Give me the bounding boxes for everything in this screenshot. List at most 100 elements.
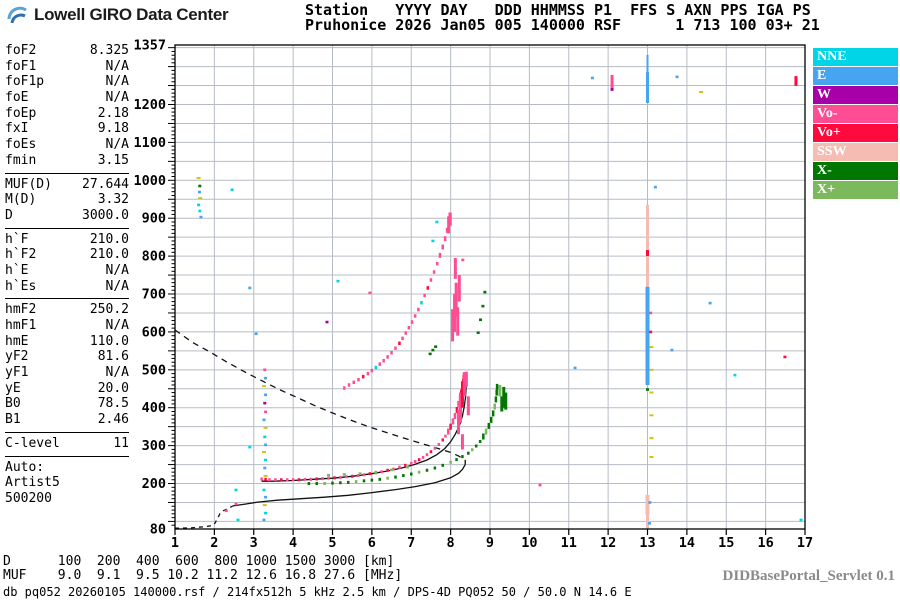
param-label: yE [5,380,21,396]
param-row-yE: yE 20.0 [5,381,129,397]
param-row-foF1p: foF1p N/A [5,74,129,90]
param-value: 8.325 [89,43,129,58]
param-label: h`Es [5,278,37,294]
distance-row: D 100 200 400 600 800 1000 1500 3000 [km… [3,554,395,569]
param-row-hmE: hmE 110.0 [5,334,129,350]
x-tick-label-16: 16 [757,535,773,551]
legend-item-vo-: Vo- [813,105,898,123]
y-tick-label-300: 300 [142,438,166,454]
x-tick-label-17: 17 [797,535,813,551]
y-tick-label-700: 700 [142,287,166,303]
param-section: h`F 210.0 h`F2 210.0 h`E N/A h`Es N/A [5,227,129,299]
parameter-panel: foF2 8.325 foF1 N/A foF1p N/A foE N/A foEp 2.18 fx… [5,40,129,511]
param-value: 2.46 [97,412,129,428]
param-value: 9.18 [97,121,129,137]
param-row-foEp: foEp 2.18 [5,106,129,122]
legend-item-vo+: Vo+ [813,124,898,142]
x-tick-label-1: 1 [171,535,179,551]
param-label: foEp [5,105,37,121]
param-label: B0 [5,396,21,412]
servlet-version-label: DIDBasePortal_Servlet 0.1 [722,568,895,584]
x-tick-label-2: 2 [210,535,218,551]
param-row-h`F: h`F 210.0 [5,232,129,248]
param-row-foF1: foF1 N/A [5,59,129,75]
param-label: B1 [5,412,21,428]
param-label: foF1 [5,58,37,74]
param-label: yF2 [5,349,29,365]
autoscaler-line: Artist5 [5,475,60,491]
status-line: db pq052 20260105 140000.rsf / 214fx512h… [3,585,632,599]
param-row-C-level: C-level 11 [5,436,129,452]
param-label: foF1p [5,74,45,90]
param-value: 3.32 [97,192,129,208]
param-label: foEs [5,137,37,153]
param-section: hmF2 250.2 hmF1 N/A hmE 110.0 yF2 81.6 yF1 N/A yE 2… [5,298,129,432]
param-label: foE [5,90,29,106]
param-row-fmin: fmin 3.15 [5,153,129,169]
y-tick-label-1200: 1200 [133,97,166,113]
x-tick-label-10: 10 [521,535,537,551]
station-header-values: Pruhonice 2026 Jan05 005 140000 RSF 1 71… [305,15,820,34]
logo-text: Lowell GIRO Data Center [34,5,229,24]
param-label: D [5,207,13,223]
legend-item-nne: NNE [813,48,898,66]
param-value: 78.5 [97,396,129,412]
param-section: foF2 8.325 foF1 N/A foF1p N/A foE N/A foEp 2.18 fx… [5,40,129,173]
legend-item-x-: X- [813,162,898,180]
distance-muf-table: D 100 200 400 600 800 1000 1500 3000 [km… [3,554,403,584]
x-tick-label-13: 13 [639,535,655,551]
param-value: N/A [105,74,129,90]
param-value: N/A [105,58,129,74]
param-row-foE: foE N/A [5,90,129,106]
param-value: N/A [105,318,129,333]
y-tick-label-1000: 1000 [133,173,166,189]
x-tick-label-8: 8 [447,535,455,551]
param-row-MUF(D): MUF(D) 27.644 [5,177,129,193]
param-value: N/A [105,137,129,153]
y-tick-label-600: 600 [142,324,166,340]
param-label: M(D) [5,192,37,208]
param-value: 3.15 [97,152,129,168]
station-header: Station YYYY DAY DDD HHMMSS P1 FFS S AXN… [305,3,820,32]
param-row-foF2: foF2 8.325 [5,43,129,59]
param-value: 11 [113,435,129,451]
param-label: fmin [5,152,37,168]
param-value: N/A [105,90,129,106]
param-row-D: D 3000.0 [5,208,129,224]
param-row-h`E: h`E N/A [5,263,129,279]
param-row-B1: B1 2.46 [5,412,129,428]
param-section: MUF(D) 27.644 M(D) 3.32 D 3000.0 [5,172,129,228]
param-value: 2.18 [97,105,129,121]
legend-item-x+: X+ [813,181,898,199]
param-label: hmE [5,333,29,349]
x-tick-label-12: 12 [600,535,616,551]
param-label: h`F2 [5,247,37,263]
param-value: 110.0 [89,333,129,349]
param-row-h`F2: h`F2 210.0 [5,247,129,263]
param-value: 20.0 [97,380,129,396]
y-tick-label-1100: 1100 [133,135,166,151]
param-label: h`E [5,262,29,278]
x-tick-label-6: 6 [368,535,376,551]
param-label: foF2 [5,43,37,58]
legend-item-w: W [813,86,898,104]
x-tick-label-14: 14 [679,535,695,551]
param-label: MUF(D) [5,176,52,192]
param-value: N/A [105,365,129,381]
muf-row: MUF 9.0 9.1 9.5 10.2 11.2 12.6 16.8 27.6… [3,568,403,584]
param-row-foEs: foEs N/A [5,137,129,153]
param-row-hmF2: hmF2 250.2 [5,302,129,318]
y-tick-label-500: 500 [142,362,166,378]
param-label: fxI [5,121,29,137]
param-row-fxI: fxI 9.18 [5,121,129,137]
param-row-h`Es: h`Es N/A [5,279,129,295]
y-tick-label-200: 200 [142,476,166,492]
x-tick-label-7: 7 [407,535,415,551]
param-row-yF2: yF2 81.6 [5,349,129,365]
param-value: 210.0 [89,231,129,247]
legend-item-ssw: SSW [813,143,898,161]
lowell-giro-logo[interactable]: Lowell GIRO Data Center [6,4,229,26]
x-tick-label-15: 15 [718,535,734,551]
